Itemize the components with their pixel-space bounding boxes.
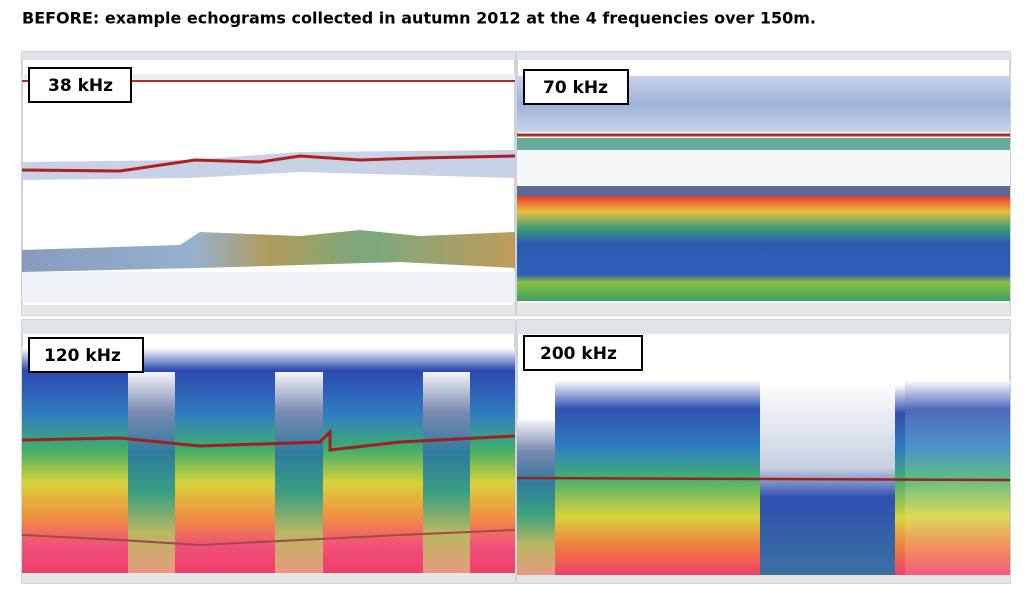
label-box [28, 67, 132, 103]
panel-label: 38 kHz [48, 76, 113, 96]
panel-label: 120 kHz [44, 346, 121, 366]
echogram-panel [21, 51, 516, 316]
label-box [523, 335, 643, 371]
panel-label: 70 kHz [543, 78, 608, 98]
panel-label: 200 kHz [540, 344, 617, 364]
echogram-panel [21, 319, 516, 584]
label-box [523, 69, 629, 105]
label-box [28, 337, 144, 373]
figure-title: BEFORE: example echograms collected in a… [22, 9, 816, 28]
